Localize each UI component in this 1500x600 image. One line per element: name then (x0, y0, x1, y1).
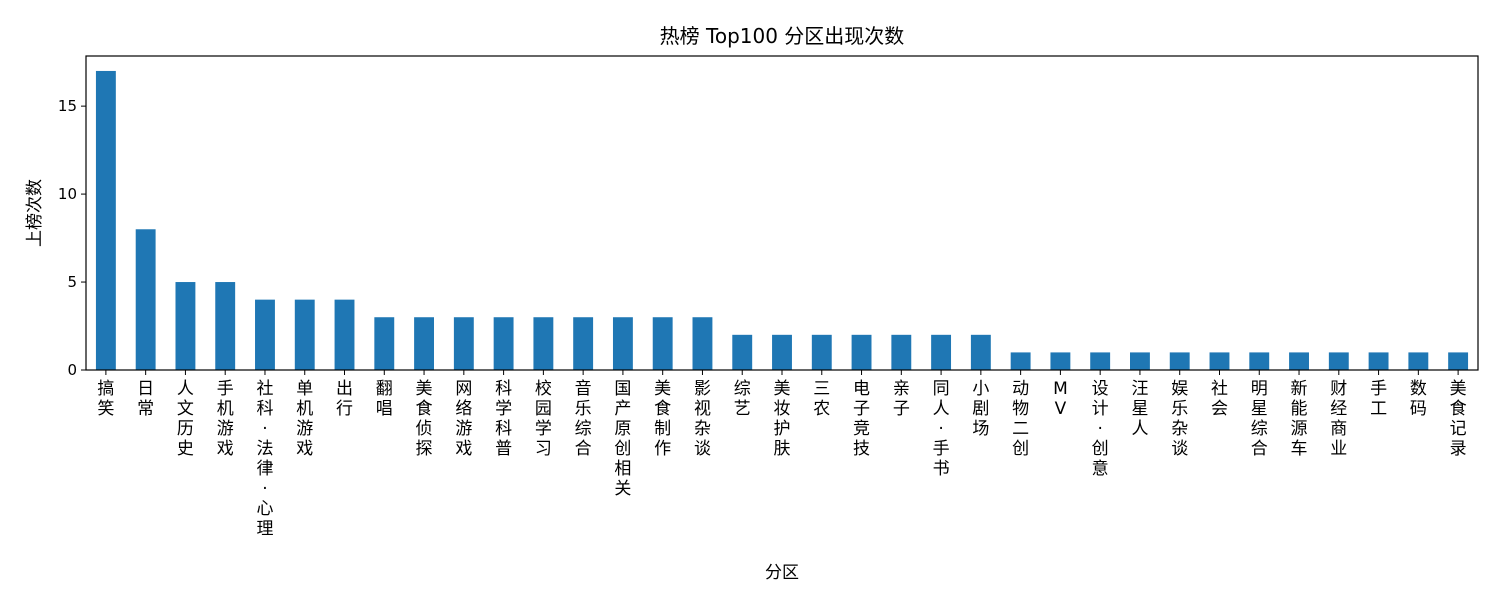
x-tick-label-14: 美食制作 (654, 379, 671, 459)
bar-27 (1169, 352, 1190, 370)
x-tick-label-16: 综艺 (734, 379, 751, 419)
bar-19 (851, 334, 872, 370)
x-tick-label-11: 校园学习 (535, 379, 552, 459)
bar-15 (692, 317, 713, 370)
x-tick-label-25: 设计·创意 (1092, 379, 1109, 479)
bar-32 (1368, 352, 1389, 370)
y-axis-label: 上榜次数 (25, 179, 45, 247)
bar-5 (294, 299, 315, 370)
bar-8 (414, 317, 434, 370)
bar-31 (1328, 352, 1349, 370)
x-tick-label-15: 影视杂谈 (694, 379, 711, 459)
x-tick-label-4: 社科·法律·心理 (256, 379, 273, 539)
x-tick-label-26: 汪星人 (1131, 379, 1148, 439)
x-tick-label-27: 娱乐杂谈 (1171, 379, 1188, 459)
bar-14 (652, 317, 673, 370)
x-tick-label-31: 财经商业 (1330, 379, 1347, 459)
bar-34 (1448, 352, 1469, 370)
x-tick-label-8: 美食侦探 (416, 379, 433, 459)
y-tick-label-2: 10 (58, 185, 77, 203)
x-tick-label-20: 亲子 (893, 379, 910, 419)
x-tick-label-29: 明星综合 (1251, 379, 1268, 459)
x-tick-label-9: 网络游戏 (455, 379, 472, 459)
x-tick-label-10: 科学科普 (495, 379, 512, 459)
bar-12 (573, 317, 594, 370)
x-tick-label-30: 新能源车 (1291, 379, 1308, 459)
x-tick-label-7: 翻唱 (376, 379, 393, 419)
x-tick-label-18: 三农 (813, 379, 830, 419)
bar-7 (374, 317, 395, 370)
y-tick-label-3: 15 (58, 97, 77, 115)
bar-6 (334, 299, 355, 370)
x-tick-label-28: 社会 (1211, 379, 1228, 419)
bar-18 (811, 334, 832, 370)
x-tick-label-34: 美食记录 (1450, 379, 1467, 459)
bar-10 (493, 317, 514, 370)
bar-3 (215, 282, 236, 370)
bar-30 (1289, 352, 1309, 370)
x-tick-label-3: 手机游戏 (217, 379, 234, 459)
bar-16 (732, 334, 753, 370)
chart-title: 热榜 Top100 分区出现次数 (660, 24, 905, 48)
y-tick-label-0: 0 (67, 361, 77, 379)
bar-24 (1050, 352, 1071, 370)
x-tick-label-1: 日常 (137, 379, 154, 419)
x-axis-label: 分区 (765, 563, 799, 583)
y-tick-label-1: 5 (67, 273, 77, 291)
bar-29 (1249, 352, 1270, 370)
bar-25 (1090, 352, 1111, 370)
bar-2 (175, 282, 196, 370)
y-axis: 0 5 10 15 (58, 97, 86, 379)
bar-1 (135, 229, 156, 370)
x-tick-label-21: 同人·手书 (933, 379, 950, 479)
x-tick-label-5: 单机游戏 (296, 379, 313, 459)
x-tick-label-17: 美妆护肤 (774, 379, 791, 459)
x-tick-label-12: 音乐综合 (575, 379, 592, 459)
bar-23 (1010, 352, 1031, 370)
bar-33 (1408, 352, 1429, 370)
bar-17 (772, 334, 792, 370)
bar-21 (931, 334, 952, 370)
bar-9 (453, 317, 474, 370)
bar-0 (95, 70, 116, 370)
bar-26 (1130, 352, 1150, 370)
x-tick-label-19: 电子竞技 (853, 379, 870, 459)
x-tick-label-33: 数码 (1410, 379, 1427, 419)
x-tick-label-13: 国产原创相关 (614, 379, 631, 499)
x-tick-label-23: 动物二创 (1012, 379, 1029, 459)
bar-20 (891, 334, 912, 370)
x-tick-label-0: 搞笑 (97, 379, 114, 419)
x-tick-label-6: 出行 (336, 379, 353, 419)
x-tick-label-32: 手工 (1370, 379, 1387, 419)
bar-22 (970, 334, 991, 370)
bar-13 (612, 317, 633, 370)
bar-11 (533, 317, 554, 370)
plot-frame (85, 55, 1479, 371)
bars (95, 70, 1469, 370)
bar-4 (255, 299, 275, 370)
x-tick-label-22: 小剧场 (972, 379, 989, 439)
x-tick-label-2: 人文历史 (177, 379, 194, 459)
bar-28 (1209, 352, 1230, 370)
